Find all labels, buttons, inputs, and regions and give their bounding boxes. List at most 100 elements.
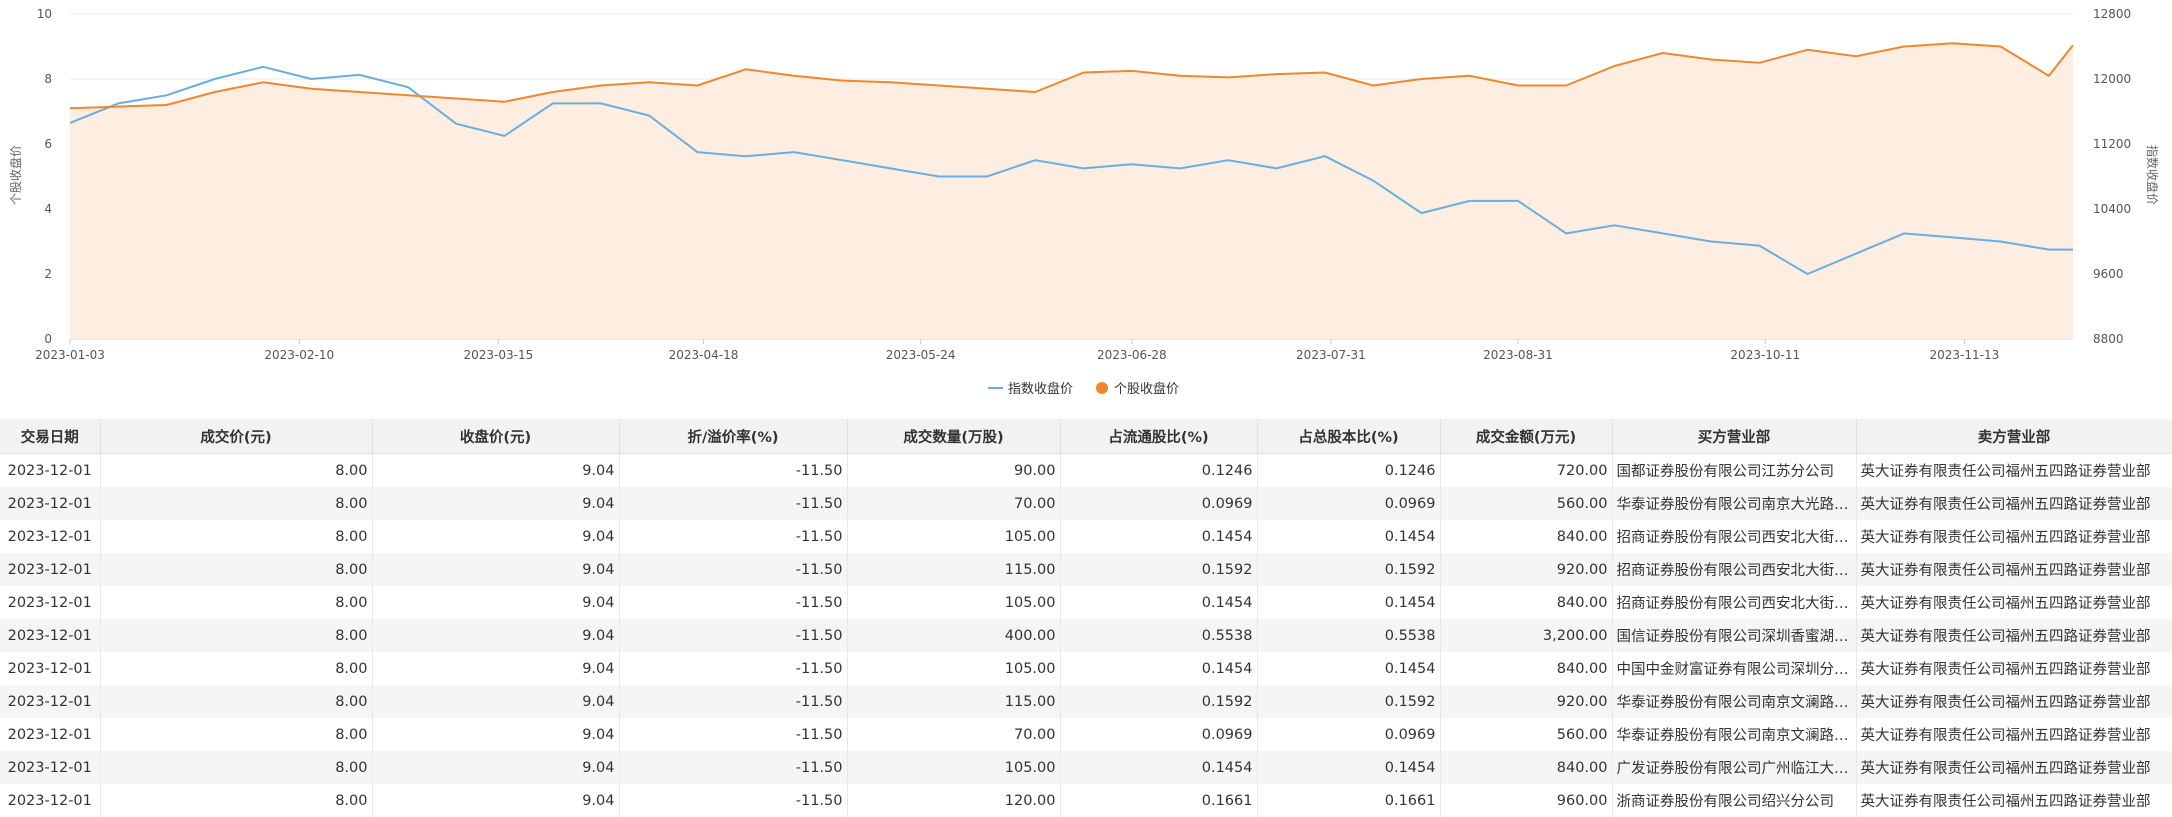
cell-volume: 105.00 [847, 586, 1061, 619]
legend-item-stock[interactable]: 个股收盘价 [1096, 381, 1179, 397]
chart-legend: 指数收盘价 个股收盘价 [988, 381, 1179, 397]
cell-volume: 120.00 [847, 784, 1061, 817]
table-row[interactable]: 2023-12-01 8.00 9.04 -11.50 70.00 0.0969 0.096… [0, 718, 2172, 751]
cell-buyer: 广发证券股份有限公司广州临江大道证券营业部 [1612, 751, 1857, 784]
x-tick-label: 2023-02-10 [264, 348, 334, 362]
table-row[interactable]: 2023-12-01 8.00 9.04 -11.50 70.00 0.0969 0.096… [0, 487, 2172, 520]
x-tick-label: 2023-03-15 [463, 348, 533, 362]
cell-amount: 840.00 [1440, 586, 1613, 619]
table-row[interactable]: 2023-12-01 8.00 9.04 -11.50 105.00 0.1454 0.14… [0, 586, 2172, 619]
y-right-tick-label: 9600 [2093, 267, 2124, 281]
x-tick-label: 2023-04-18 [669, 348, 739, 362]
cell-premium-rate: -11.50 [619, 453, 848, 487]
cell-float-ratio: 0.1592 [1060, 553, 1258, 586]
cell-trade-price: 8.00 [100, 718, 373, 751]
cell-float-ratio: 0.1454 [1060, 586, 1258, 619]
cell-total-ratio: 0.0969 [1257, 718, 1441, 751]
cell-trade-date: 2023-12-01 [0, 487, 101, 520]
cell-trade-price: 8.00 [100, 553, 373, 586]
cell-buyer: 招商证券股份有限公司西安北大街证券营业部 [1612, 520, 1857, 553]
chart-area-fill [70, 43, 2073, 340]
cell-trade-price: 8.00 [100, 685, 373, 718]
table-row[interactable]: 2023-12-01 8.00 9.04 -11.50 105.00 0.1454 0.14… [0, 652, 2172, 685]
cell-trade-price: 8.00 [100, 652, 373, 685]
cell-trade-date: 2023-12-01 [0, 685, 101, 718]
cell-float-ratio: 0.1661 [1060, 784, 1258, 817]
cell-premium-rate: -11.50 [619, 586, 848, 619]
cell-total-ratio: 0.1454 [1257, 586, 1441, 619]
legend-item-index[interactable]: 指数收盘价 [988, 381, 1073, 397]
cell-buyer: 华泰证券股份有限公司南京文澜路证券营业部 [1612, 685, 1857, 718]
y-right-tick-label: 11200 [2093, 137, 2131, 151]
cell-trade-price: 8.00 [100, 751, 373, 784]
cell-seller: 英大证券有限责任公司福州五四路证券营业部 [1856, 784, 2172, 817]
y-right-tick-label: 12800 [2093, 7, 2131, 21]
header-seller[interactable]: 卖方营业部 [1856, 419, 2172, 454]
cell-trade-date: 2023-12-01 [0, 453, 101, 487]
table-row[interactable]: 2023-12-01 8.00 9.04 -11.50 120.00 0.1661 0.16… [0, 784, 2172, 817]
cell-volume: 70.00 [847, 487, 1061, 520]
cell-premium-rate: -11.50 [619, 784, 848, 817]
header-amount[interactable]: 成交金额(万元) [1440, 419, 1613, 454]
cell-float-ratio: 0.0969 [1060, 487, 1258, 520]
cell-total-ratio: 0.1454 [1257, 652, 1441, 685]
cell-trade-date: 2023-12-01 [0, 586, 101, 619]
legend-index-label: 指数收盘价 [1008, 381, 1073, 397]
cell-float-ratio: 0.5538 [1060, 619, 1258, 652]
header-trade-date[interactable]: 交易日期 [0, 419, 101, 454]
y-left-axis-title: 个股收盘价 [8, 145, 23, 205]
cell-amount: 960.00 [1440, 784, 1613, 817]
series-area-1 [70, 43, 2073, 340]
header-close-price[interactable]: 收盘价(元) [372, 419, 620, 454]
y-right-axis-title: 指数收盘价 [2145, 145, 2160, 205]
chart-axes: 0 2 4 6 8 10 8800 9600 10400 11200 12000 12800 2023-… [35, 7, 2131, 362]
header-volume[interactable]: 成交数量(万股) [847, 419, 1061, 454]
cell-premium-rate: -11.50 [619, 718, 848, 751]
cell-trade-date: 2023-12-01 [0, 520, 101, 553]
header-premium-rate[interactable]: 折/溢价率(%) [619, 419, 848, 454]
cell-trade-date: 2023-12-01 [0, 751, 101, 784]
y-right-tick-label: 12000 [2093, 72, 2131, 86]
cell-trade-price: 8.00 [100, 487, 373, 520]
y-left-tick-label: 2 [44, 267, 52, 281]
cell-amount: 920.00 [1440, 553, 1613, 586]
y-right-tick-label: 10400 [2093, 202, 2131, 216]
table-row[interactable]: 2023-12-01 8.00 9.04 -11.50 105.00 0.1454 0.14… [0, 751, 2172, 784]
cell-total-ratio: 0.1661 [1257, 784, 1441, 817]
cell-amount: 840.00 [1440, 520, 1613, 553]
y-left-tick-label: 10 [37, 7, 52, 21]
cell-volume: 105.00 [847, 520, 1061, 553]
cell-close-price: 9.04 [372, 553, 620, 586]
legend-stock-label: 个股收盘价 [1114, 381, 1179, 397]
header-float-ratio[interactable]: 占流通股比(%) [1060, 419, 1258, 454]
cell-total-ratio: 0.1592 [1257, 685, 1441, 718]
block-trade-table-container: 交易日期 成交价(元) 收盘价(元) 折/溢价率(%) 成交数量(万股) 占流通… [0, 419, 2172, 817]
cell-buyer: 浙商证券股份有限公司绍兴分公司 [1612, 784, 1857, 817]
cell-seller: 英大证券有限责任公司福州五四路证券营业部 [1856, 718, 2172, 751]
cell-trade-price: 8.00 [100, 520, 373, 553]
y-left-tick-label: 4 [44, 202, 52, 216]
x-tick-label: 2023-05-24 [886, 348, 956, 362]
cell-float-ratio: 0.0969 [1060, 718, 1258, 751]
table-row[interactable]: 2023-12-01 8.00 9.04 -11.50 90.00 0.1246 0.124… [0, 453, 2172, 487]
table-row[interactable]: 2023-12-01 8.00 9.04 -11.50 115.00 0.1592 0.15… [0, 685, 2172, 718]
header-buyer[interactable]: 买方营业部 [1612, 419, 1857, 454]
cell-close-price: 9.04 [372, 487, 620, 520]
y-left-tick-label: 6 [44, 137, 52, 151]
cell-volume: 105.00 [847, 751, 1061, 784]
cell-amount: 840.00 [1440, 751, 1613, 784]
cell-premium-rate: -11.50 [619, 652, 848, 685]
cell-total-ratio: 0.1246 [1257, 453, 1441, 487]
table-row[interactable]: 2023-12-01 8.00 9.04 -11.50 115.00 0.1592 0.15… [0, 553, 2172, 586]
table-row[interactable]: 2023-12-01 8.00 9.04 -11.50 400.00 0.5538 0.55… [0, 619, 2172, 652]
cell-close-price: 9.04 [372, 784, 620, 817]
header-trade-price[interactable]: 成交价(元) [100, 419, 373, 454]
cell-premium-rate: -11.50 [619, 619, 848, 652]
series-line-0 [69, 65, 2073, 275]
cell-seller: 英大证券有限责任公司福州五四路证券营业部 [1856, 553, 2172, 586]
table-row[interactable]: 2023-12-01 8.00 9.04 -11.50 105.00 0.1454 0.14… [0, 520, 2172, 553]
header-total-ratio[interactable]: 占总股本比(%) [1257, 419, 1441, 454]
price-chart: 0 2 4 6 8 10 8800 9600 10400 11200 12000 12800 2023-… [8, 7, 2160, 397]
cell-buyer: 招商证券股份有限公司西安北大街证券营业部 [1612, 553, 1857, 586]
table-header-row: 交易日期 成交价(元) 收盘价(元) 折/溢价率(%) 成交数量(万股) 占流通… [0, 419, 2172, 454]
